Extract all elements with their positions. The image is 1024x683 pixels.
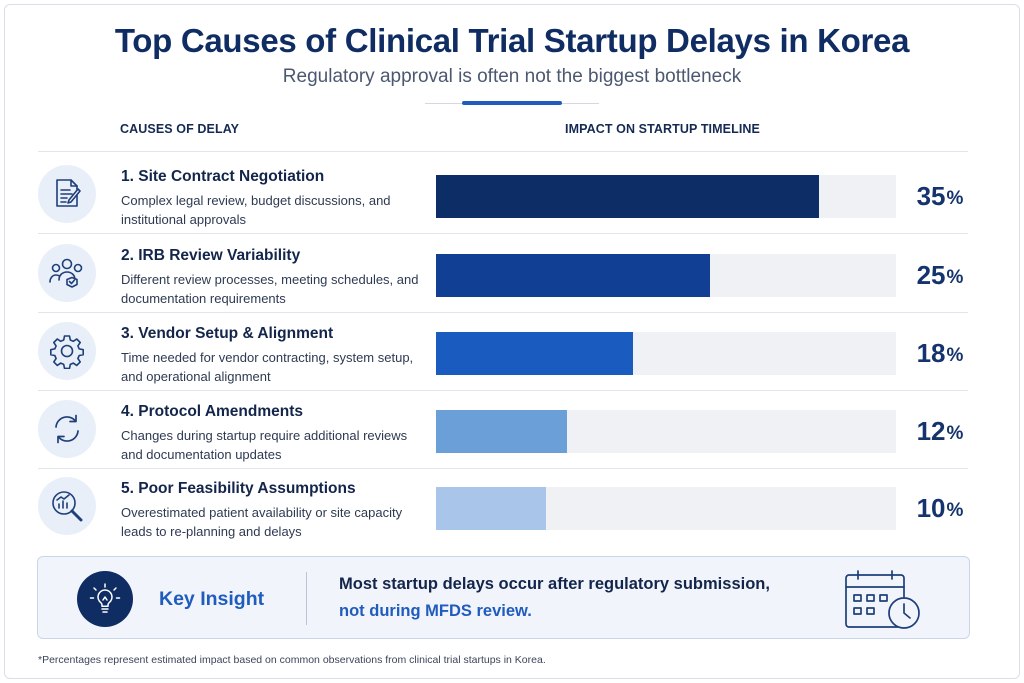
header-divider [38,151,968,152]
cause-title: 5. Poor Feasibility Assumptions [121,480,356,497]
chart-magnifier-icon [38,477,96,535]
impact-bar [436,410,568,453]
row-divider [38,312,968,313]
bar-track [436,175,896,218]
bar-track [436,487,896,530]
bar-track [436,332,896,375]
key-insight-label: Key Insight [159,588,265,610]
document-edit-icon [38,165,96,223]
row-divider [38,390,968,391]
impact-bar [436,175,820,218]
insight-divider [306,572,307,625]
row-divider [38,468,968,469]
title-accent [462,101,562,105]
impact-bar [436,254,710,297]
cause-description: Different review processes, meeting sche… [121,272,419,306]
cause-row: 5. Poor Feasibility Assumptions Overesti… [38,467,968,546]
column-header-impact: IMPACT ON STARTUP TIMELINE [565,122,760,136]
calendar-clock-icon [844,569,928,633]
impact-bar [436,332,634,375]
impact-value-label: 10% [916,493,964,523]
insight-text-primary: Most startup delays occur after regulato… [339,575,770,593]
bar-track [436,410,896,453]
cause-row: 3. Vendor Setup & Alignment Time needed … [38,312,968,391]
key-insight-panel: Key Insight Most startup delays occur af… [37,556,970,639]
page-title: Top Causes of Clinical Trial Startup Del… [114,22,910,59]
impact-value-label: 35% [916,181,964,211]
footnote: *Percentages represent estimated impact … [38,654,546,666]
gear-icon [38,322,96,380]
impact-bar [436,487,546,530]
page-subtitle: Regulatory approval is often not the big… [282,66,742,87]
refresh-icon [38,400,96,458]
cause-row: 2. IRB Review Variability Different revi… [38,234,968,313]
impact-value-label: 12% [916,416,964,446]
cause-row: 4. Protocol Amendments Changes during st… [38,390,968,469]
impact-value-label: 25% [916,260,964,290]
page-frame [4,4,1020,679]
people-shield-icon [38,244,96,302]
bar-track [436,254,896,297]
lightbulb-icon [77,571,133,627]
cause-description: Complex legal review, budget discussions… [121,193,391,227]
cause-title: 2. IRB Review Variability [121,247,301,264]
cause-description: Changes during startup require additiona… [121,428,408,462]
cause-title: 3. Vendor Setup & Alignment [121,325,334,342]
row-divider [38,233,968,234]
cause-row: 1. Site Contract Negotiation Complex leg… [38,155,968,234]
cause-description: Time needed for vendor contracting, syst… [121,350,414,384]
cause-description: Overestimated patient availability or si… [121,505,403,539]
insight-text-emphasis: not during MFDS review. [339,602,532,620]
column-header-causes: CAUSES OF DELAY [120,122,240,136]
impact-value-label: 18% [916,338,964,368]
cause-title: 4. Protocol Amendments [121,403,304,420]
cause-title: 1. Site Contract Negotiation [121,168,325,185]
